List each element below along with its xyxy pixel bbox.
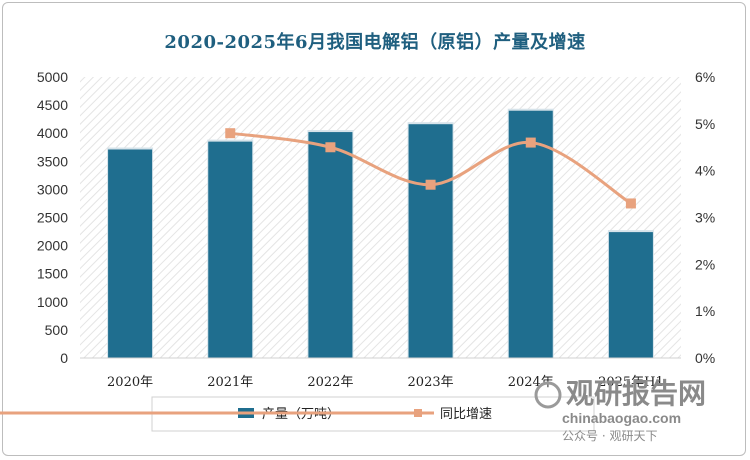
y-right-tick-label: 6%	[695, 69, 715, 85]
watermark-brand: 观研报告网	[566, 377, 706, 410]
chart-title: 2020-2025年6月我国电解铝（原铝）产量及增速	[164, 32, 586, 53]
growth-point	[525, 137, 536, 148]
growth-point	[425, 179, 436, 190]
y-left-tick-label: 4000	[37, 125, 68, 141]
bar	[308, 132, 353, 358]
watermark-account: 公众号 · 观研天下	[562, 429, 657, 443]
bar	[108, 149, 153, 358]
y-left-tick-label: 4500	[37, 97, 68, 113]
x-tick-label: 2023年	[408, 375, 454, 390]
growth-point	[325, 142, 336, 153]
y-left-tick-label: 1000	[37, 294, 68, 310]
legend: 产量（万吨） 同比增速	[0, 396, 595, 432]
y-right-tick-label: 3%	[695, 210, 715, 226]
plot-area	[80, 77, 681, 358]
y-left-tick-label: 3000	[37, 181, 68, 197]
legend-line-label: 同比增速	[440, 407, 492, 422]
y-right-tick-label: 0%	[695, 350, 715, 366]
y-left-tick-label: 2000	[37, 238, 68, 254]
y-left-tick-label: 500	[45, 322, 69, 338]
y-left-tick-label: 1500	[37, 266, 68, 282]
bar	[608, 232, 653, 358]
watermark: 观研报告网 chinabaogao.com 公众号 · 观研天下	[534, 377, 706, 443]
x-tick-label: 2025年H1	[598, 375, 664, 390]
bar	[508, 110, 553, 358]
bar	[408, 124, 453, 358]
y-right-tick-label: 5%	[695, 116, 715, 132]
x-tick-label: 2020年	[107, 375, 153, 390]
growth-point	[225, 128, 236, 139]
y-right-tick-label: 4%	[695, 163, 715, 179]
y-left-tick-label: 5000	[37, 69, 68, 85]
growth-point	[625, 198, 636, 209]
y-left-tick-label: 0	[60, 350, 68, 366]
legend-line-marker	[414, 409, 422, 417]
x-tick-label: 2022年	[307, 375, 353, 390]
y-right-tick-label: 1%	[695, 303, 715, 319]
x-tick-label: 2024年	[508, 375, 554, 390]
y-left-tick-label: 2500	[37, 210, 68, 226]
watermark-logo-icon	[534, 381, 562, 409]
y-left-tick-label: 3500	[37, 153, 68, 169]
x-tick-label: 2021年	[207, 375, 253, 390]
y-right-tick-label: 2%	[695, 256, 715, 272]
bar	[208, 141, 253, 358]
watermark-url: chinabaogao.com	[562, 410, 681, 426]
